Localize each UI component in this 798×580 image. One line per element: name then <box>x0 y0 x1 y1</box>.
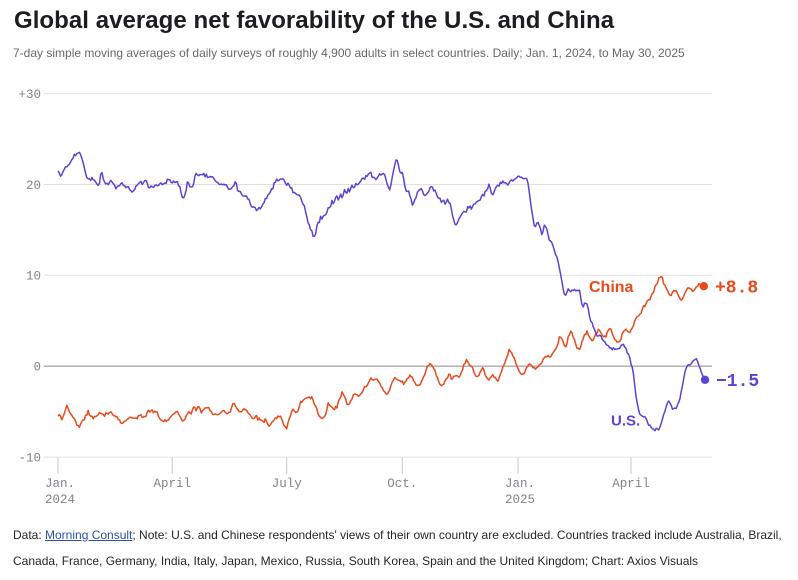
svg-text:+8.8: +8.8 <box>715 279 758 299</box>
svg-text:U.S.: U.S. <box>611 413 640 430</box>
svg-text:2025: 2025 <box>505 493 535 507</box>
svg-text:April: April <box>612 477 650 491</box>
svg-text:Jan.: Jan. <box>45 477 75 491</box>
svg-text:10: 10 <box>26 270 41 284</box>
svg-text:July: July <box>272 477 303 491</box>
svg-text:Oct.: Oct. <box>387 477 417 491</box>
svg-text:20: 20 <box>26 179 41 193</box>
svg-text:April: April <box>154 477 192 491</box>
svg-text:2024: 2024 <box>45 493 75 507</box>
svg-text:0: 0 <box>33 361 41 375</box>
svg-text:-10: -10 <box>18 452 41 466</box>
svg-text:Jan.: Jan. <box>505 477 535 491</box>
svg-text:+30: +30 <box>18 88 41 102</box>
svg-text:China: China <box>589 279 634 296</box>
svg-text:−1.5: −1.5 <box>716 372 759 392</box>
